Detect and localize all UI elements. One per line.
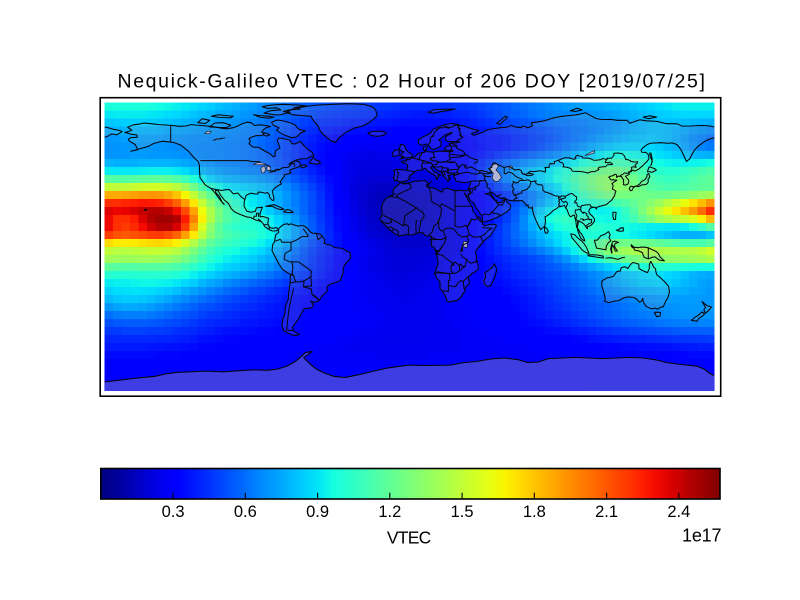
svg-text:Nequick-Galileo VTEC : 02 Hour: Nequick-Galileo VTEC : 02 Hour of 206 DO… [118,71,707,93]
svg-text:1.2: 1.2 [378,503,401,521]
svg-text:1.5: 1.5 [451,503,474,521]
svg-text:0.9: 0.9 [306,503,329,521]
svg-text:2.1: 2.1 [595,503,618,521]
svg-text:2.4: 2.4 [667,503,690,521]
svg-text:0.6: 0.6 [234,503,257,521]
svg-text:1e17: 1e17 [682,526,721,546]
svg-text:1.8: 1.8 [523,503,546,521]
svg-text:0.3: 0.3 [162,503,185,521]
svg-text:VTEC: VTEC [387,528,431,548]
